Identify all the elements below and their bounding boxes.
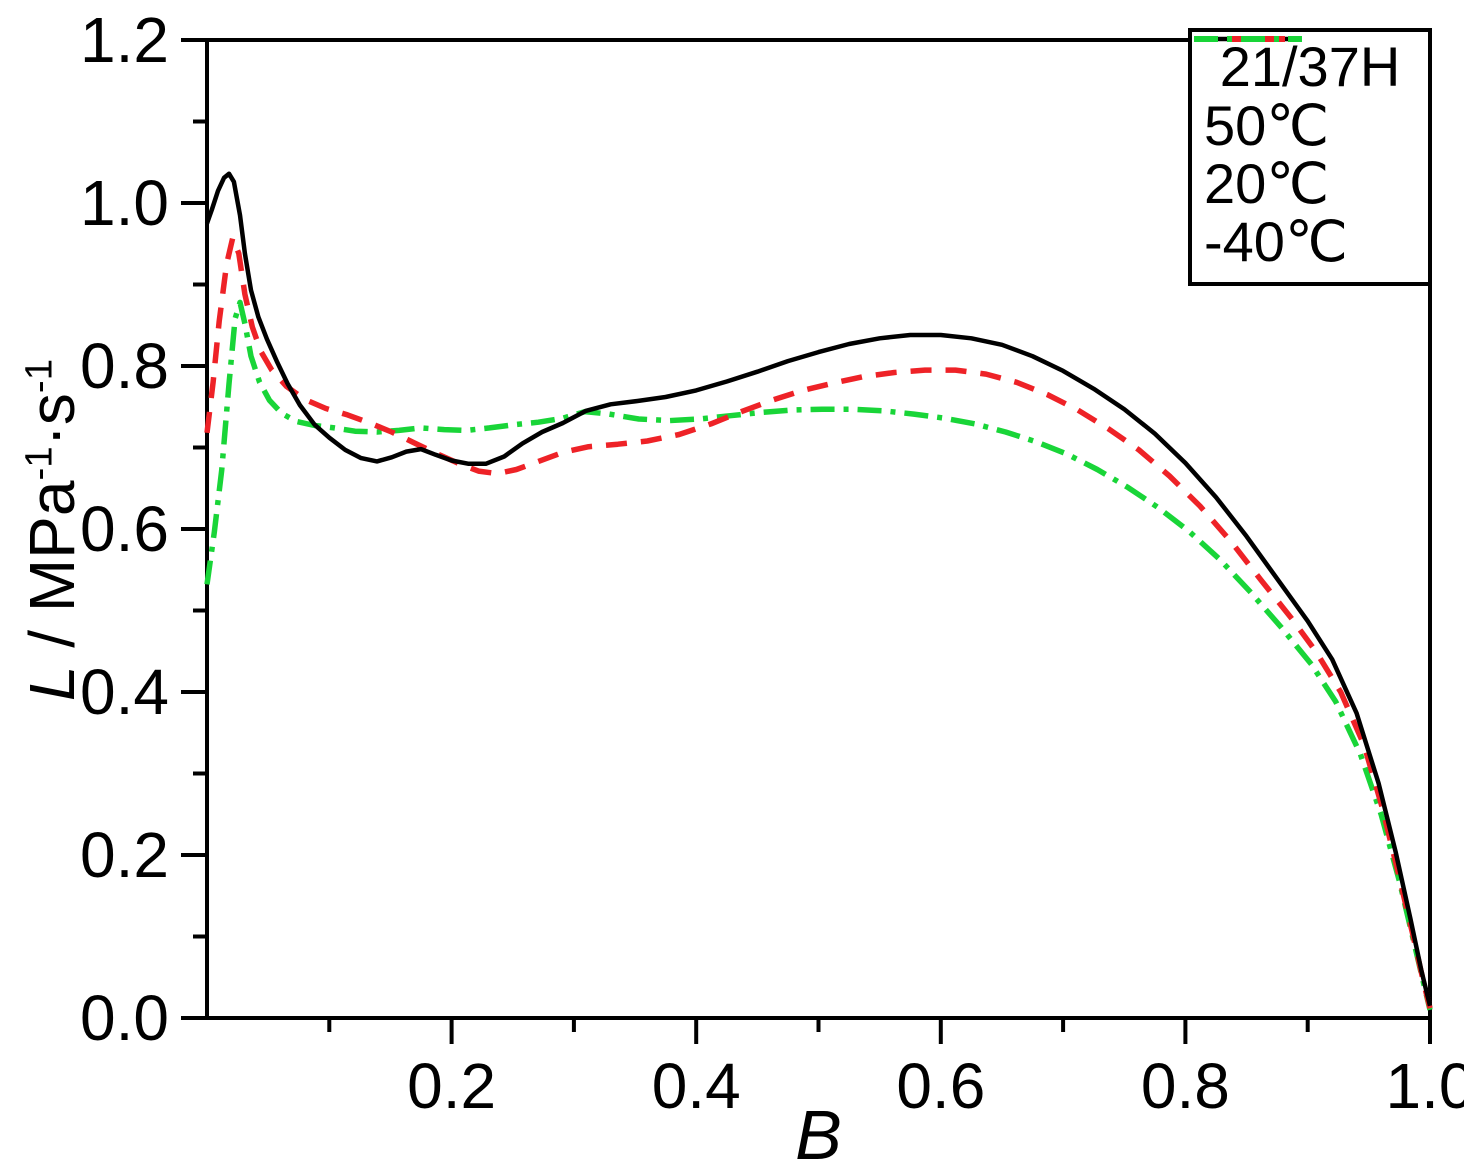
legend-entry--40: -40℃	[1192, 36, 1428, 273]
legend-entry-label: -40℃	[1204, 209, 1348, 273]
series-line--40	[204, 299, 1433, 1011]
y-axis-variable: L	[16, 665, 88, 702]
x-tick-label: 1.0	[1386, 1050, 1464, 1122]
series-line-20	[204, 235, 1433, 1009]
y-axis-title: L / MPa-1·s-1	[16, 358, 88, 701]
y-axis-unit-mid: ·s	[16, 393, 88, 447]
y-tick-label: 0.8	[80, 330, 169, 402]
y-tick-label: 0.2	[80, 819, 169, 891]
y-axis-unit-sup2: -1	[17, 358, 61, 394]
legend-entries: 50℃ 20℃ -40℃	[1192, 36, 1428, 273]
legend-entry-50: 50℃	[1192, 36, 1428, 157]
y-tick-label: 0.0	[80, 982, 169, 1054]
legend-entry-label: 50℃	[1204, 93, 1330, 157]
x-tick-label: 0.2	[407, 1050, 496, 1122]
x-tick-label: 0.6	[896, 1050, 985, 1122]
y-axis-unit-prefix: / MPa	[16, 480, 88, 666]
y-tick-label: 0.6	[80, 493, 169, 565]
x-tick-label: 0.4	[652, 1050, 741, 1122]
y-tick-label: 1.2	[80, 4, 169, 76]
legend-entry-label: 20℃	[1204, 151, 1330, 215]
legend-title: 21/37H	[1219, 35, 1401, 98]
y-tick-label: 1.0	[80, 167, 169, 239]
legend-line-sample-dashdot-icon	[1194, 36, 1302, 42]
legend: 21/37H 50℃ 20℃ -40℃	[1188, 28, 1432, 286]
series-line-50	[204, 171, 1433, 1007]
legend-entry-20: 20℃	[1192, 36, 1428, 215]
y-tick-label: 0.4	[80, 656, 169, 728]
x-axis-title: B	[795, 1096, 842, 1171]
x-tick-label: 0.8	[1141, 1050, 1230, 1122]
y-axis-unit-sup1: -1	[17, 446, 61, 481]
